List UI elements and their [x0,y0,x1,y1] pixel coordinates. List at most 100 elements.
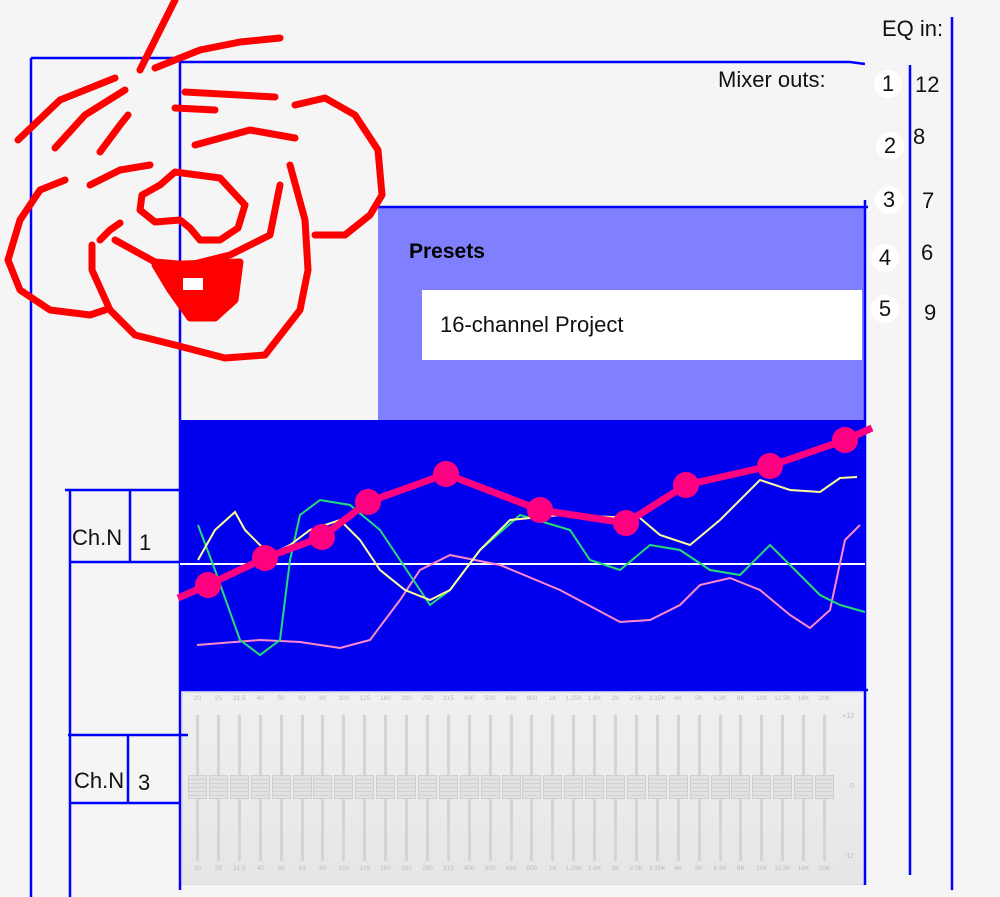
band-label-top: 250 [421,695,433,702]
mixer-out-1[interactable]: 1 [874,70,902,98]
band-label-top: 10K [756,695,768,702]
mixer-out-2[interactable]: 2 [876,132,904,160]
scale-mid: 0 [850,783,854,790]
mixer-out-5[interactable]: 5 [871,295,899,323]
fader-knob[interactable] [626,775,646,799]
band-label-bottom: 6.3K [713,865,727,872]
eq-band-20: 20 20 [187,693,208,884]
band-label-bottom: 400 [463,865,475,872]
fader-knob[interactable] [417,775,437,799]
band-label-bottom: 315 [442,865,454,872]
band-label-top: 25 [214,695,222,702]
fader-knob[interactable] [543,775,563,799]
band-label-top: 80 [319,695,327,702]
eq-band-630: 630 630 [501,693,522,884]
band-label-top: 800 [526,695,538,702]
eq-band-4K: 4K 4K [668,693,689,884]
band-label-bottom: 2.5K [629,865,644,872]
fader-knob[interactable] [585,775,605,799]
band-label-bottom: 50 [277,865,285,872]
fader-knob[interactable] [501,775,521,799]
band-label-bottom: 12.5K [774,865,792,872]
fader-knob[interactable] [773,775,793,799]
fader-knob[interactable] [229,775,249,799]
eq-curve-graph[interactable] [180,420,865,690]
band-label-bottom: 2K [611,865,620,872]
eq-in-5[interactable]: 9 [924,300,937,325]
channel-number-3[interactable]: 3 [138,770,151,795]
fader-knob[interactable] [710,775,730,799]
eq-band-50: 50 50 [271,693,292,884]
eq-band-500: 500 500 [480,693,501,884]
fader-knob[interactable] [438,775,458,799]
band-label-top: 160 [380,695,392,702]
band-label-bottom: 63 [298,865,306,872]
fader-knob[interactable] [334,775,354,799]
channel-number-1[interactable]: 1 [139,530,152,555]
eq-in-3[interactable]: 7 [922,188,935,213]
preset-select[interactable]: 16-channel Project [422,290,862,360]
band-label-top: 20K [818,695,831,702]
fader-knob[interactable] [271,775,291,799]
eq-band-63: 63 63 [292,693,313,884]
eq-in-4[interactable]: 6 [921,240,934,265]
eq-band-100: 100 100 [333,693,354,884]
fader-knob[interactable] [564,775,584,799]
fader-knob[interactable] [752,775,772,799]
fader-knob[interactable] [459,775,479,799]
eq-band-25: 25 25 [208,693,229,884]
fader-knob[interactable] [731,775,751,799]
fader-knob[interactable] [208,775,228,799]
fader-knob[interactable] [292,775,312,799]
fader-knob[interactable] [355,775,375,799]
channel-label-1: Ch.N [72,525,123,550]
band-label-bottom: 1K [548,865,557,872]
eq-band-160: 160 160 [375,693,396,884]
fader-knob[interactable] [794,775,814,799]
fader-knob[interactable] [397,775,416,799]
eq-band-315: 315 315 [438,693,459,884]
band-label-bottom: 31.5 [232,865,246,872]
band-label-top: 5K [695,695,704,702]
band-label-top: 400 [463,695,475,702]
band-label-bottom: 800 [526,865,538,872]
fader-knob[interactable] [250,775,270,799]
band-label-top: 100 [338,695,350,702]
fader-knob[interactable] [522,775,542,799]
band-label-bottom: 20K [818,865,831,872]
fader-knob[interactable] [606,775,625,799]
band-label-bottom: 20 [193,865,202,872]
fader-knob[interactable] [668,775,688,799]
eq-band-16K: 16K 16K [793,693,814,884]
band-label-bottom: 5K [695,865,704,872]
band-label-bottom: 500 [484,865,496,872]
fader-knob[interactable] [815,775,834,799]
presets-title: Presets [409,240,485,263]
band-label-top: 200 [401,695,412,702]
presets-panel: Presets 16-channel Project [378,207,865,420]
fader-knob[interactable] [647,775,667,799]
band-label-top: 500 [484,695,496,702]
fader-knob[interactable] [480,775,500,799]
band-label-bottom: 3.15K [648,865,666,872]
fader-knob[interactable] [689,775,709,799]
mixer-out-4[interactable]: 4 [871,244,899,272]
graphic-eq-sliders: +12 0 -12 20 20 25 25 31.5 31.5 40 40 50 50 63 63 80… [182,692,865,885]
fader-knob[interactable] [188,775,207,799]
mixer-out-3[interactable]: 3 [875,186,903,214]
eq-band-3.15K: 3.15K 3.15K [647,693,668,884]
channel-label-3: Ch.N [74,768,125,793]
band-label-bottom: 4K [674,865,683,872]
eq-in-2[interactable]: 8 [913,124,926,149]
fader-knob[interactable] [313,775,333,799]
eq-band-250: 250 250 [417,693,438,884]
band-label-bottom: 80 [319,865,327,872]
eq-in-1[interactable]: 12 [915,72,940,97]
eq-band-2.5K: 2.5K 2.5K [626,693,647,884]
eq-band-31.5: 31.5 31.5 [229,693,250,884]
eq-band-400: 400 400 [459,693,480,884]
fader-knob[interactable] [376,775,396,799]
band-label-top: 50 [277,695,285,702]
band-label-top: 12.5K [774,695,792,702]
eq-band-1K: 1K 1K [542,693,563,884]
